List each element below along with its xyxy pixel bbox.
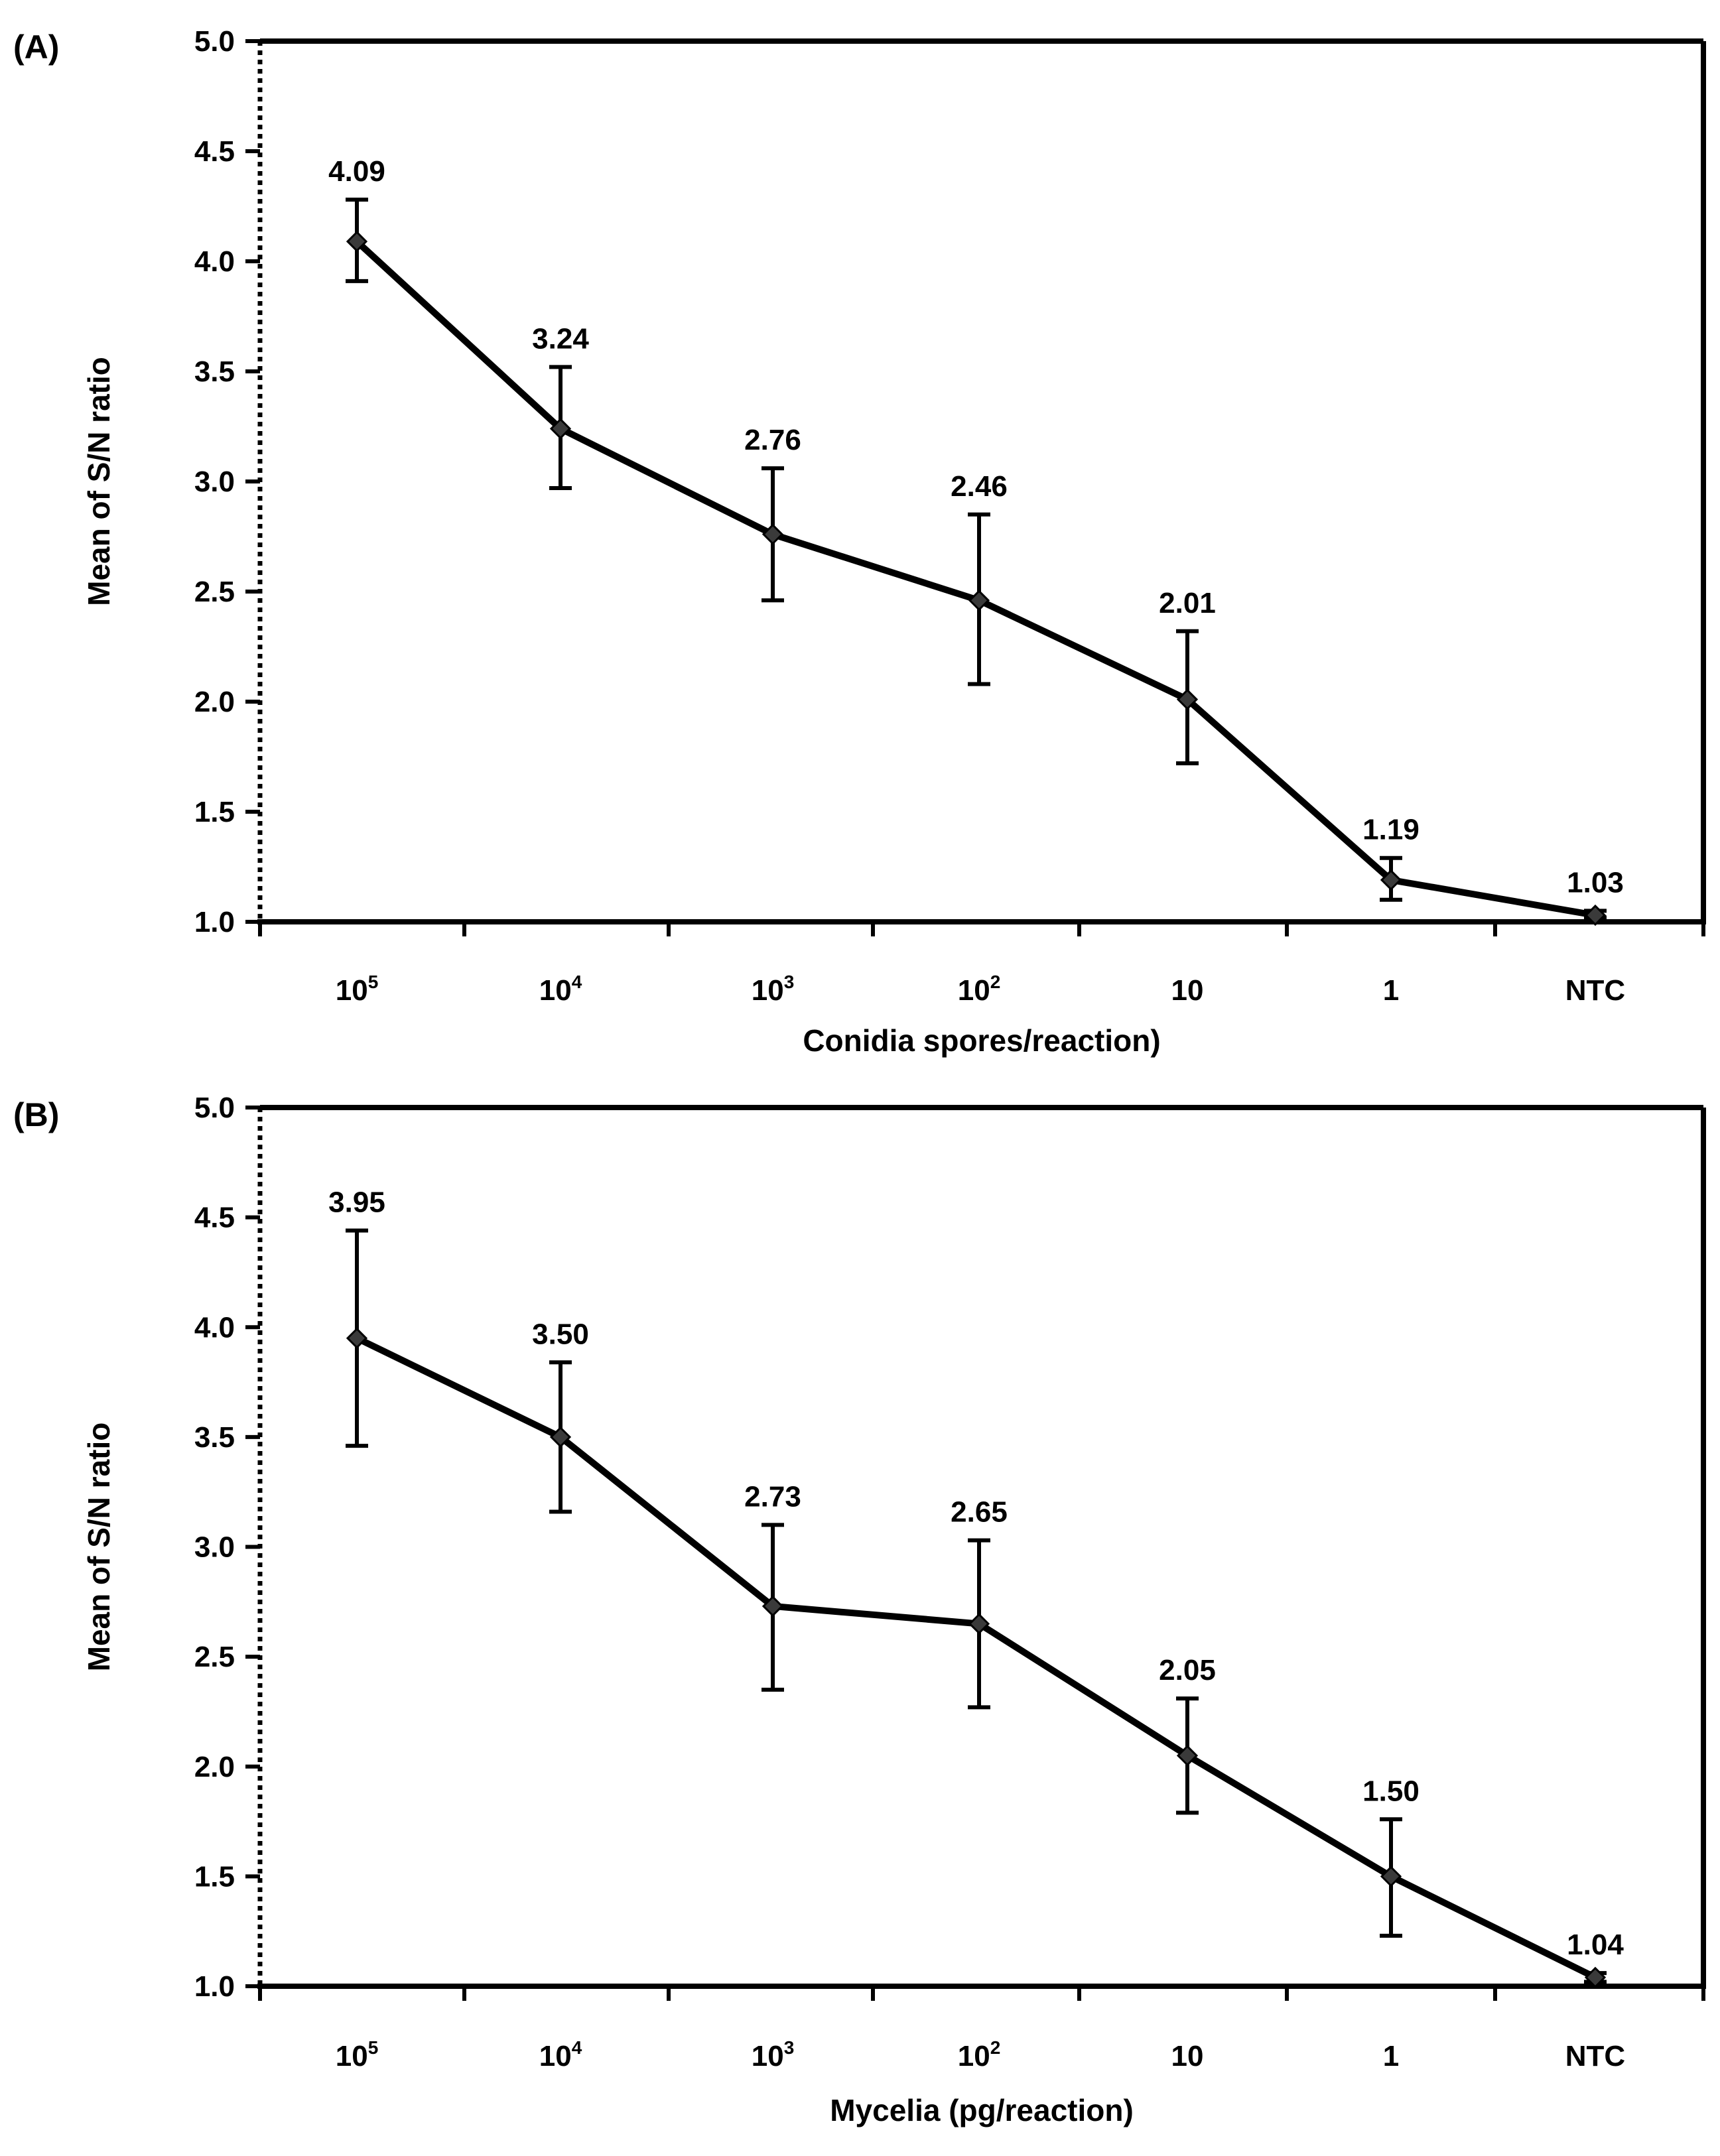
x-tick-label-exponent: 3 bbox=[784, 972, 795, 992]
y-tick-label: 2.5 bbox=[194, 576, 235, 608]
x-tick-label-exponent: 2 bbox=[990, 972, 1001, 992]
x-tick-label-base: 10 bbox=[752, 974, 784, 1007]
y-tick-label: 2.5 bbox=[194, 1641, 235, 1673]
x-tick-label: 103 bbox=[752, 972, 795, 1007]
x-tick-label-base: 10 bbox=[336, 2040, 368, 2072]
data-label: 1.03 bbox=[1567, 866, 1624, 899]
y-tick-label: 4.5 bbox=[194, 1202, 235, 1234]
panel-label: (A) bbox=[13, 29, 59, 66]
x-tick-label: 104 bbox=[539, 972, 582, 1007]
x-tick-label-base: 10 bbox=[539, 974, 572, 1007]
x-tick-label-base: 10 bbox=[752, 2040, 784, 2072]
y-tick-label: 4.5 bbox=[194, 135, 235, 168]
x-tick-label: 1 bbox=[1383, 974, 1399, 1007]
y-tick-label: 3.5 bbox=[194, 355, 235, 388]
x-tick-label: 105 bbox=[336, 972, 379, 1007]
data-point bbox=[761, 523, 784, 545]
x-tick-label-exponent: 4 bbox=[572, 2037, 582, 2058]
data-point bbox=[346, 1327, 368, 1349]
x-tick-label-exponent: 5 bbox=[368, 2037, 379, 2058]
data-label: 4.09 bbox=[328, 155, 385, 188]
x-tick-label-base: 1 bbox=[1383, 2040, 1399, 2072]
y-axis-title: Mean of S/N ratio bbox=[82, 1423, 116, 1672]
data-point bbox=[1176, 688, 1199, 710]
series-line bbox=[355, 1335, 1597, 1981]
x-axis-title: Mycelia (pg/reaction) bbox=[830, 2093, 1134, 2127]
data-label: 1.19 bbox=[1362, 814, 1420, 846]
x-tick-label-exponent: 3 bbox=[784, 2037, 795, 2058]
data-point bbox=[346, 230, 368, 253]
data-label: 2.01 bbox=[1159, 587, 1216, 619]
x-tick-label-base: 10 bbox=[539, 2040, 572, 2072]
x-tick-label-exponent: 5 bbox=[368, 972, 379, 992]
data-point bbox=[1380, 1866, 1402, 1887]
panel-label: (B) bbox=[13, 1096, 59, 1133]
data-point bbox=[1176, 1745, 1199, 1767]
data-label: 2.65 bbox=[951, 1496, 1008, 1529]
data-point bbox=[549, 418, 572, 440]
x-tick-label-base: NTC bbox=[1565, 974, 1625, 1007]
data-point bbox=[549, 1426, 572, 1448]
data-label: 2.05 bbox=[1159, 1654, 1216, 1686]
x-tick-label: 102 bbox=[958, 2037, 1001, 2072]
y-tick-label: 5.0 bbox=[194, 1092, 235, 1124]
y-tick-label: 1.5 bbox=[194, 796, 235, 828]
data-label: 3.50 bbox=[532, 1318, 589, 1350]
x-tick-label-base: 10 bbox=[1171, 974, 1204, 1007]
y-tick-label: 3.0 bbox=[194, 1531, 235, 1564]
y-tick-label: 1.0 bbox=[194, 906, 235, 938]
data-label: 2.73 bbox=[744, 1480, 801, 1513]
y-tick-label: 3.0 bbox=[194, 466, 235, 498]
x-axis-title: Conidia spores/reaction) bbox=[803, 1023, 1160, 1058]
data-point bbox=[1584, 1966, 1607, 1988]
y-tick-label: 4.0 bbox=[194, 245, 235, 278]
x-tick-label-base: NTC bbox=[1565, 2040, 1625, 2072]
y-tick-label: 3.5 bbox=[194, 1421, 235, 1454]
data-label: 2.46 bbox=[951, 470, 1008, 503]
data-label: 3.95 bbox=[328, 1186, 385, 1219]
data-point bbox=[968, 590, 990, 611]
data-point bbox=[1380, 869, 1402, 891]
x-tick-label-base: 10 bbox=[958, 2040, 990, 2072]
x-tick-label-base: 10 bbox=[1171, 2040, 1204, 2072]
x-tick-label-base: 1 bbox=[1383, 974, 1399, 1007]
y-tick-label: 2.0 bbox=[194, 1751, 235, 1783]
data-point bbox=[761, 1595, 784, 1617]
x-tick-label: 10 bbox=[1171, 2040, 1204, 2072]
y-tick-label: 4.0 bbox=[194, 1311, 235, 1344]
y-axis-title: Mean of S/N ratio bbox=[82, 357, 116, 606]
x-tick-label: 105 bbox=[336, 2037, 379, 2072]
x-tick-label: 1 bbox=[1383, 2040, 1399, 2072]
x-tick-label-base: 10 bbox=[336, 974, 368, 1007]
x-tick-label: NTC bbox=[1565, 974, 1625, 1007]
data-point bbox=[968, 1613, 990, 1635]
x-tick-label-exponent: 4 bbox=[572, 972, 582, 992]
x-tick-label: 103 bbox=[752, 2037, 795, 2072]
data-label: 1.50 bbox=[1362, 1775, 1420, 1807]
x-tick-label-base: 10 bbox=[958, 974, 990, 1007]
x-tick-label: 10 bbox=[1171, 974, 1204, 1007]
y-tick-label: 2.0 bbox=[194, 686, 235, 718]
y-tick-label: 1.0 bbox=[194, 1970, 235, 2003]
y-tick-label: 1.5 bbox=[194, 1860, 235, 1893]
x-tick-label: 102 bbox=[958, 972, 1001, 1007]
data-label: 2.76 bbox=[744, 424, 801, 456]
data-label: 3.24 bbox=[532, 322, 589, 355]
x-tick-label-exponent: 2 bbox=[990, 2037, 1001, 2058]
data-point bbox=[1584, 904, 1607, 926]
x-tick-label: 104 bbox=[539, 2037, 582, 2072]
y-tick-label: 5.0 bbox=[194, 25, 235, 58]
x-tick-label: NTC bbox=[1565, 2040, 1625, 2072]
data-label: 1.04 bbox=[1567, 1929, 1624, 1961]
